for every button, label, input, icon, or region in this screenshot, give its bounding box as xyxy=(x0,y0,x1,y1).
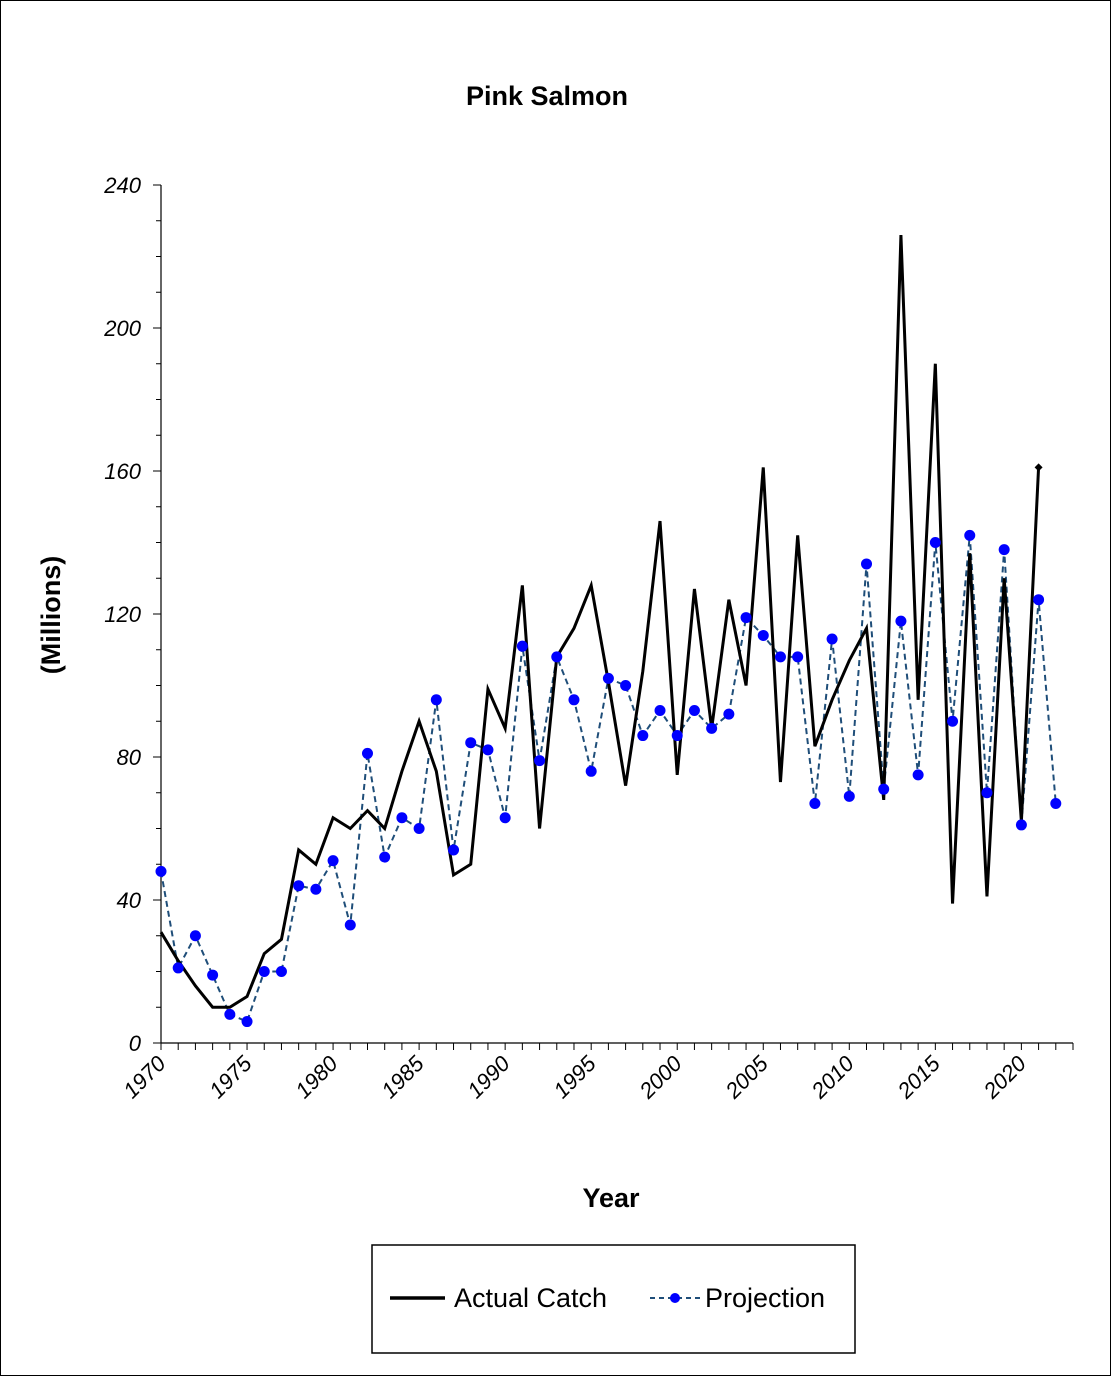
x-tick-label: 1970 xyxy=(118,1050,171,1103)
x-tick-label: 1990 xyxy=(462,1050,515,1103)
legend-box xyxy=(371,1244,856,1354)
x-tick-label: 2015 xyxy=(892,1050,946,1104)
projection-point xyxy=(568,694,580,706)
projection-point xyxy=(448,844,460,856)
projection-point xyxy=(843,790,855,802)
projection-point xyxy=(396,812,408,824)
projection-point xyxy=(637,730,649,742)
legend-actual-label: Actual Catch xyxy=(454,1283,607,1313)
actual-last-marker xyxy=(1034,463,1043,472)
projection-point xyxy=(688,705,700,717)
projection-point xyxy=(310,883,322,895)
projection-point xyxy=(809,797,821,809)
x-axis: 1970 1975 1980 1985 1990 1995 2000 2005 2010 2015… xyxy=(118,1042,1074,1104)
projection-point xyxy=(275,966,287,977)
y-axis-title: (Millions) xyxy=(36,556,66,674)
projection-point xyxy=(861,558,873,570)
projection-point xyxy=(516,640,528,652)
projection-point xyxy=(929,537,941,548)
projection-point xyxy=(172,962,184,974)
projection-point xyxy=(895,615,907,627)
projection-point xyxy=(602,672,614,684)
y-tick-label: 0 xyxy=(129,1031,142,1056)
projection-point xyxy=(534,755,546,767)
projection-point xyxy=(499,812,511,824)
projection-point xyxy=(774,651,786,663)
x-tick-label: 2020 xyxy=(978,1050,1032,1104)
projection-point xyxy=(706,722,718,734)
projection-point xyxy=(671,730,683,742)
projection-point xyxy=(1050,797,1062,809)
series-layer xyxy=(155,234,1062,1028)
legend: Actual Catch Projection xyxy=(371,1244,856,1354)
actual-catch-line xyxy=(159,234,1041,1009)
projection-point xyxy=(912,769,924,781)
projection-point xyxy=(654,705,666,717)
projection-point xyxy=(585,765,597,777)
projection-point xyxy=(947,715,959,727)
projection-point xyxy=(293,880,305,892)
projection-point xyxy=(723,708,735,720)
projection-point xyxy=(430,694,442,706)
projection-point xyxy=(1015,819,1027,831)
projection-point xyxy=(792,651,804,663)
x-tick-label: 1980 xyxy=(290,1050,343,1103)
projection-point xyxy=(998,544,1010,556)
x-axis-title: Year xyxy=(582,1183,640,1213)
projection-point xyxy=(1033,594,1045,606)
x-tick-label: 2000 xyxy=(634,1050,688,1104)
y-tick-label: 240 xyxy=(103,173,141,198)
projection-point xyxy=(207,969,219,981)
y-tick-label: 80 xyxy=(117,745,142,770)
y-tick-label: 40 xyxy=(117,888,142,913)
projection-point xyxy=(241,1016,253,1028)
y-tick-label: 200 xyxy=(103,316,141,341)
projection-point xyxy=(344,919,356,931)
projection-point xyxy=(155,865,167,877)
projection-point xyxy=(327,855,339,867)
projection-point xyxy=(757,629,769,641)
projection-point xyxy=(964,529,976,541)
x-tick-label: 1985 xyxy=(376,1050,429,1103)
projection-point xyxy=(981,787,993,799)
projection-point xyxy=(189,930,201,942)
y-tick-label: 160 xyxy=(104,459,141,484)
projection-point xyxy=(482,744,494,756)
x-tick-label: 1995 xyxy=(548,1050,601,1103)
legend-projection-label: Projection xyxy=(705,1283,825,1313)
x-tick-label: 2010 xyxy=(806,1050,860,1104)
projection-point xyxy=(413,823,425,834)
projection-point xyxy=(740,612,752,624)
projection-point xyxy=(258,966,270,977)
projection-point xyxy=(878,783,890,795)
y-tick-label: 120 xyxy=(104,602,141,627)
x-tick-label: 1975 xyxy=(204,1050,257,1103)
legend-projection-marker xyxy=(670,1293,680,1303)
y-axis: 0 40 80 120 160 200 240 xyxy=(103,173,162,1056)
chart-title: Pink Salmon xyxy=(466,81,628,111)
x-tick-label: 2005 xyxy=(720,1050,774,1104)
projection-point xyxy=(361,747,373,759)
projection-point xyxy=(551,651,563,663)
projection-point xyxy=(379,851,391,863)
projection-point xyxy=(826,633,838,645)
projection-point xyxy=(224,1008,236,1020)
projection-point xyxy=(465,737,477,749)
projection-point xyxy=(620,680,632,691)
